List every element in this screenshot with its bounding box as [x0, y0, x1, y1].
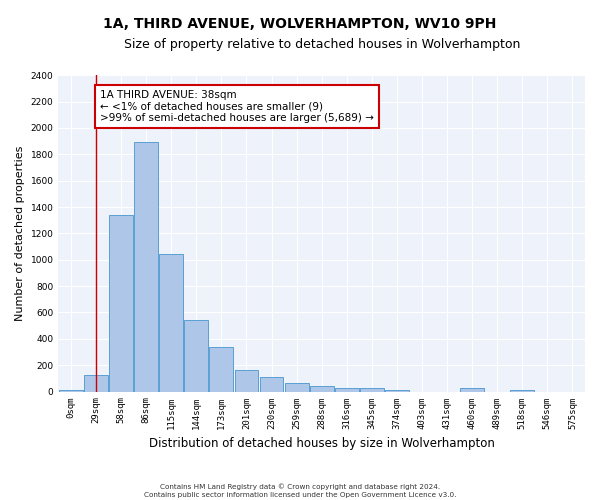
Bar — [134, 142, 158, 392]
Bar — [460, 388, 484, 392]
Text: Contains HM Land Registry data © Crown copyright and database right 2024.
Contai: Contains HM Land Registry data © Crown c… — [144, 484, 456, 498]
Text: 1A, THIRD AVENUE, WOLVERHAMPTON, WV10 9PH: 1A, THIRD AVENUE, WOLVERHAMPTON, WV10 9P… — [103, 18, 497, 32]
Bar — [260, 377, 283, 392]
Bar — [360, 388, 384, 392]
Bar — [285, 383, 308, 392]
Bar — [235, 370, 259, 392]
X-axis label: Distribution of detached houses by size in Wolverhampton: Distribution of detached houses by size … — [149, 437, 494, 450]
Bar — [109, 215, 133, 392]
Bar — [209, 348, 233, 392]
Title: Size of property relative to detached houses in Wolverhampton: Size of property relative to detached ho… — [124, 38, 520, 51]
Bar — [59, 390, 83, 392]
Bar — [184, 320, 208, 392]
Bar — [160, 254, 183, 392]
Bar — [385, 390, 409, 392]
Bar — [335, 388, 359, 392]
Bar — [511, 390, 534, 392]
Text: 1A THIRD AVENUE: 38sqm
← <1% of detached houses are smaller (9)
>99% of semi-det: 1A THIRD AVENUE: 38sqm ← <1% of detached… — [100, 90, 374, 123]
Bar — [310, 386, 334, 392]
Bar — [84, 375, 108, 392]
Y-axis label: Number of detached properties: Number of detached properties — [15, 146, 25, 321]
